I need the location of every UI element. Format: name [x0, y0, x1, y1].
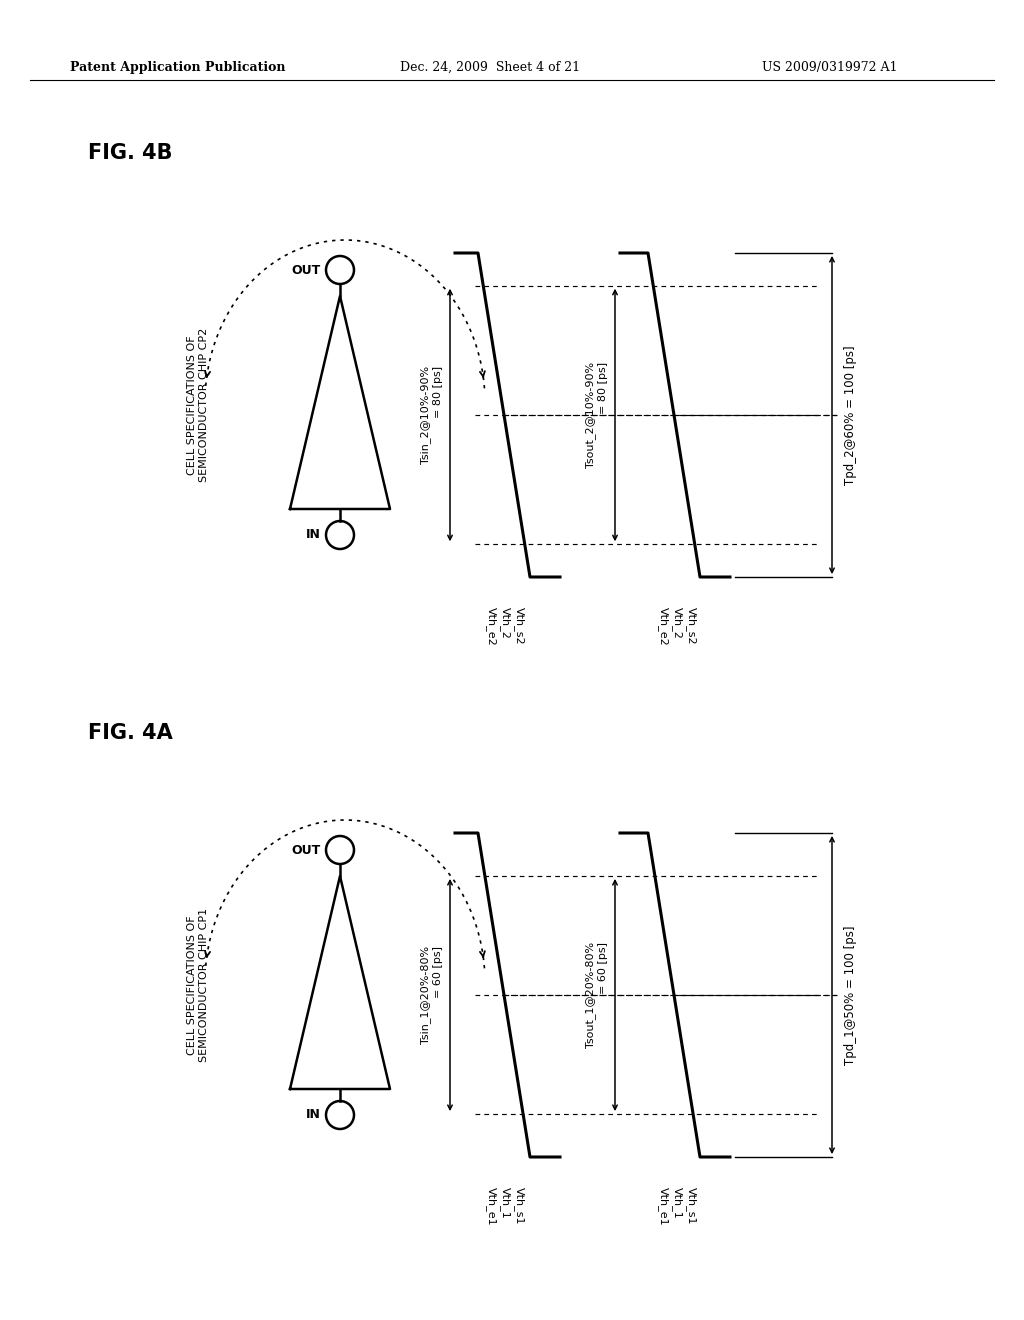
- Text: Vth_e2: Vth_e2: [658, 607, 669, 645]
- Text: FIG. 4A: FIG. 4A: [88, 723, 173, 743]
- Text: FIG. 4B: FIG. 4B: [88, 143, 172, 162]
- Text: Vth_e1: Vth_e1: [658, 1187, 669, 1226]
- Text: Dec. 24, 2009  Sheet 4 of 21: Dec. 24, 2009 Sheet 4 of 21: [400, 61, 580, 74]
- Text: IN: IN: [306, 528, 321, 541]
- Text: Vth_s1: Vth_s1: [514, 1187, 525, 1225]
- Text: Vth_s1: Vth_s1: [686, 1187, 697, 1225]
- Text: Vth_2: Vth_2: [500, 607, 511, 639]
- Text: Vth_s2: Vth_s2: [686, 607, 697, 644]
- Text: Vth_e2: Vth_e2: [486, 607, 497, 645]
- Text: Tsout_1@20%-80%
= 60 [ps]: Tsout_1@20%-80% = 60 [ps]: [586, 942, 608, 1048]
- Text: Tsout_2@10%-90%
= 80 [ps]: Tsout_2@10%-90% = 80 [ps]: [586, 362, 608, 469]
- Text: Tpd_1@50% = 100 [ps]: Tpd_1@50% = 100 [ps]: [844, 925, 857, 1065]
- Text: Tsin_2@10%-90%
= 80 [ps]: Tsin_2@10%-90% = 80 [ps]: [421, 366, 443, 465]
- Text: CELL SPECIFICATIONS OF
SEMICONDUCTOR CHIP CP1: CELL SPECIFICATIONS OF SEMICONDUCTOR CHI…: [187, 908, 209, 1063]
- Text: Vth_s2: Vth_s2: [514, 607, 525, 644]
- Text: Vth_e1: Vth_e1: [486, 1187, 497, 1226]
- Text: OUT: OUT: [292, 264, 321, 276]
- Text: US 2009/0319972 A1: US 2009/0319972 A1: [762, 61, 898, 74]
- Text: Tsin_1@20%-80%
= 60 [ps]: Tsin_1@20%-80% = 60 [ps]: [421, 946, 443, 1044]
- Text: Patent Application Publication: Patent Application Publication: [71, 61, 286, 74]
- Text: Vth_1: Vth_1: [500, 1187, 511, 1218]
- Text: Vth_1: Vth_1: [672, 1187, 683, 1218]
- Text: IN: IN: [306, 1109, 321, 1122]
- Text: OUT: OUT: [292, 843, 321, 857]
- Text: CELL SPECIFICATIONS OF
SEMICONDUCTOR CHIP CP2: CELL SPECIFICATIONS OF SEMICONDUCTOR CHI…: [187, 327, 209, 482]
- Text: Vth_2: Vth_2: [672, 607, 683, 639]
- Text: Tpd_2@60% = 100 [ps]: Tpd_2@60% = 100 [ps]: [844, 346, 857, 484]
